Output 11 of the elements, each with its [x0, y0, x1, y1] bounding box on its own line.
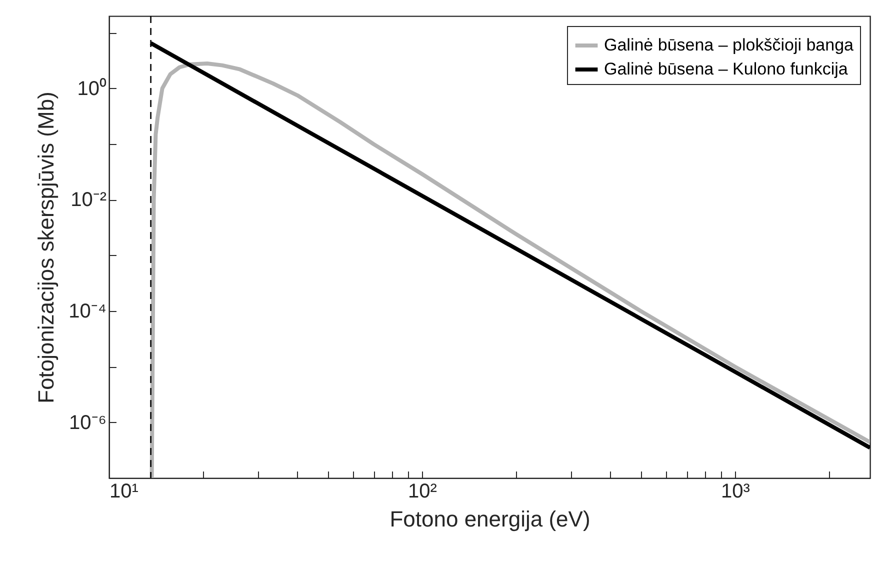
legend-label: Galinė būsena – plokščioji banga: [604, 36, 854, 54]
x-tick-label: 10¹: [110, 480, 139, 502]
x-tick-label: 10³: [721, 480, 750, 502]
y-tick-label: 10⁰: [77, 76, 106, 100]
x-tick-label: 10²: [408, 480, 438, 502]
x-axis-title: Fotono energija (eV): [390, 506, 590, 532]
y-tick-label: 10⁻²: [70, 189, 107, 212]
legend-label: Galinė būsena – Kulono funkcija: [604, 60, 848, 78]
y-tick-label: 10⁻⁴: [68, 300, 106, 323]
y-tick-label: 10⁻⁶: [69, 412, 106, 434]
y-axis-title: Fotojonizacijos skerspjūvis (Mb): [34, 92, 59, 404]
